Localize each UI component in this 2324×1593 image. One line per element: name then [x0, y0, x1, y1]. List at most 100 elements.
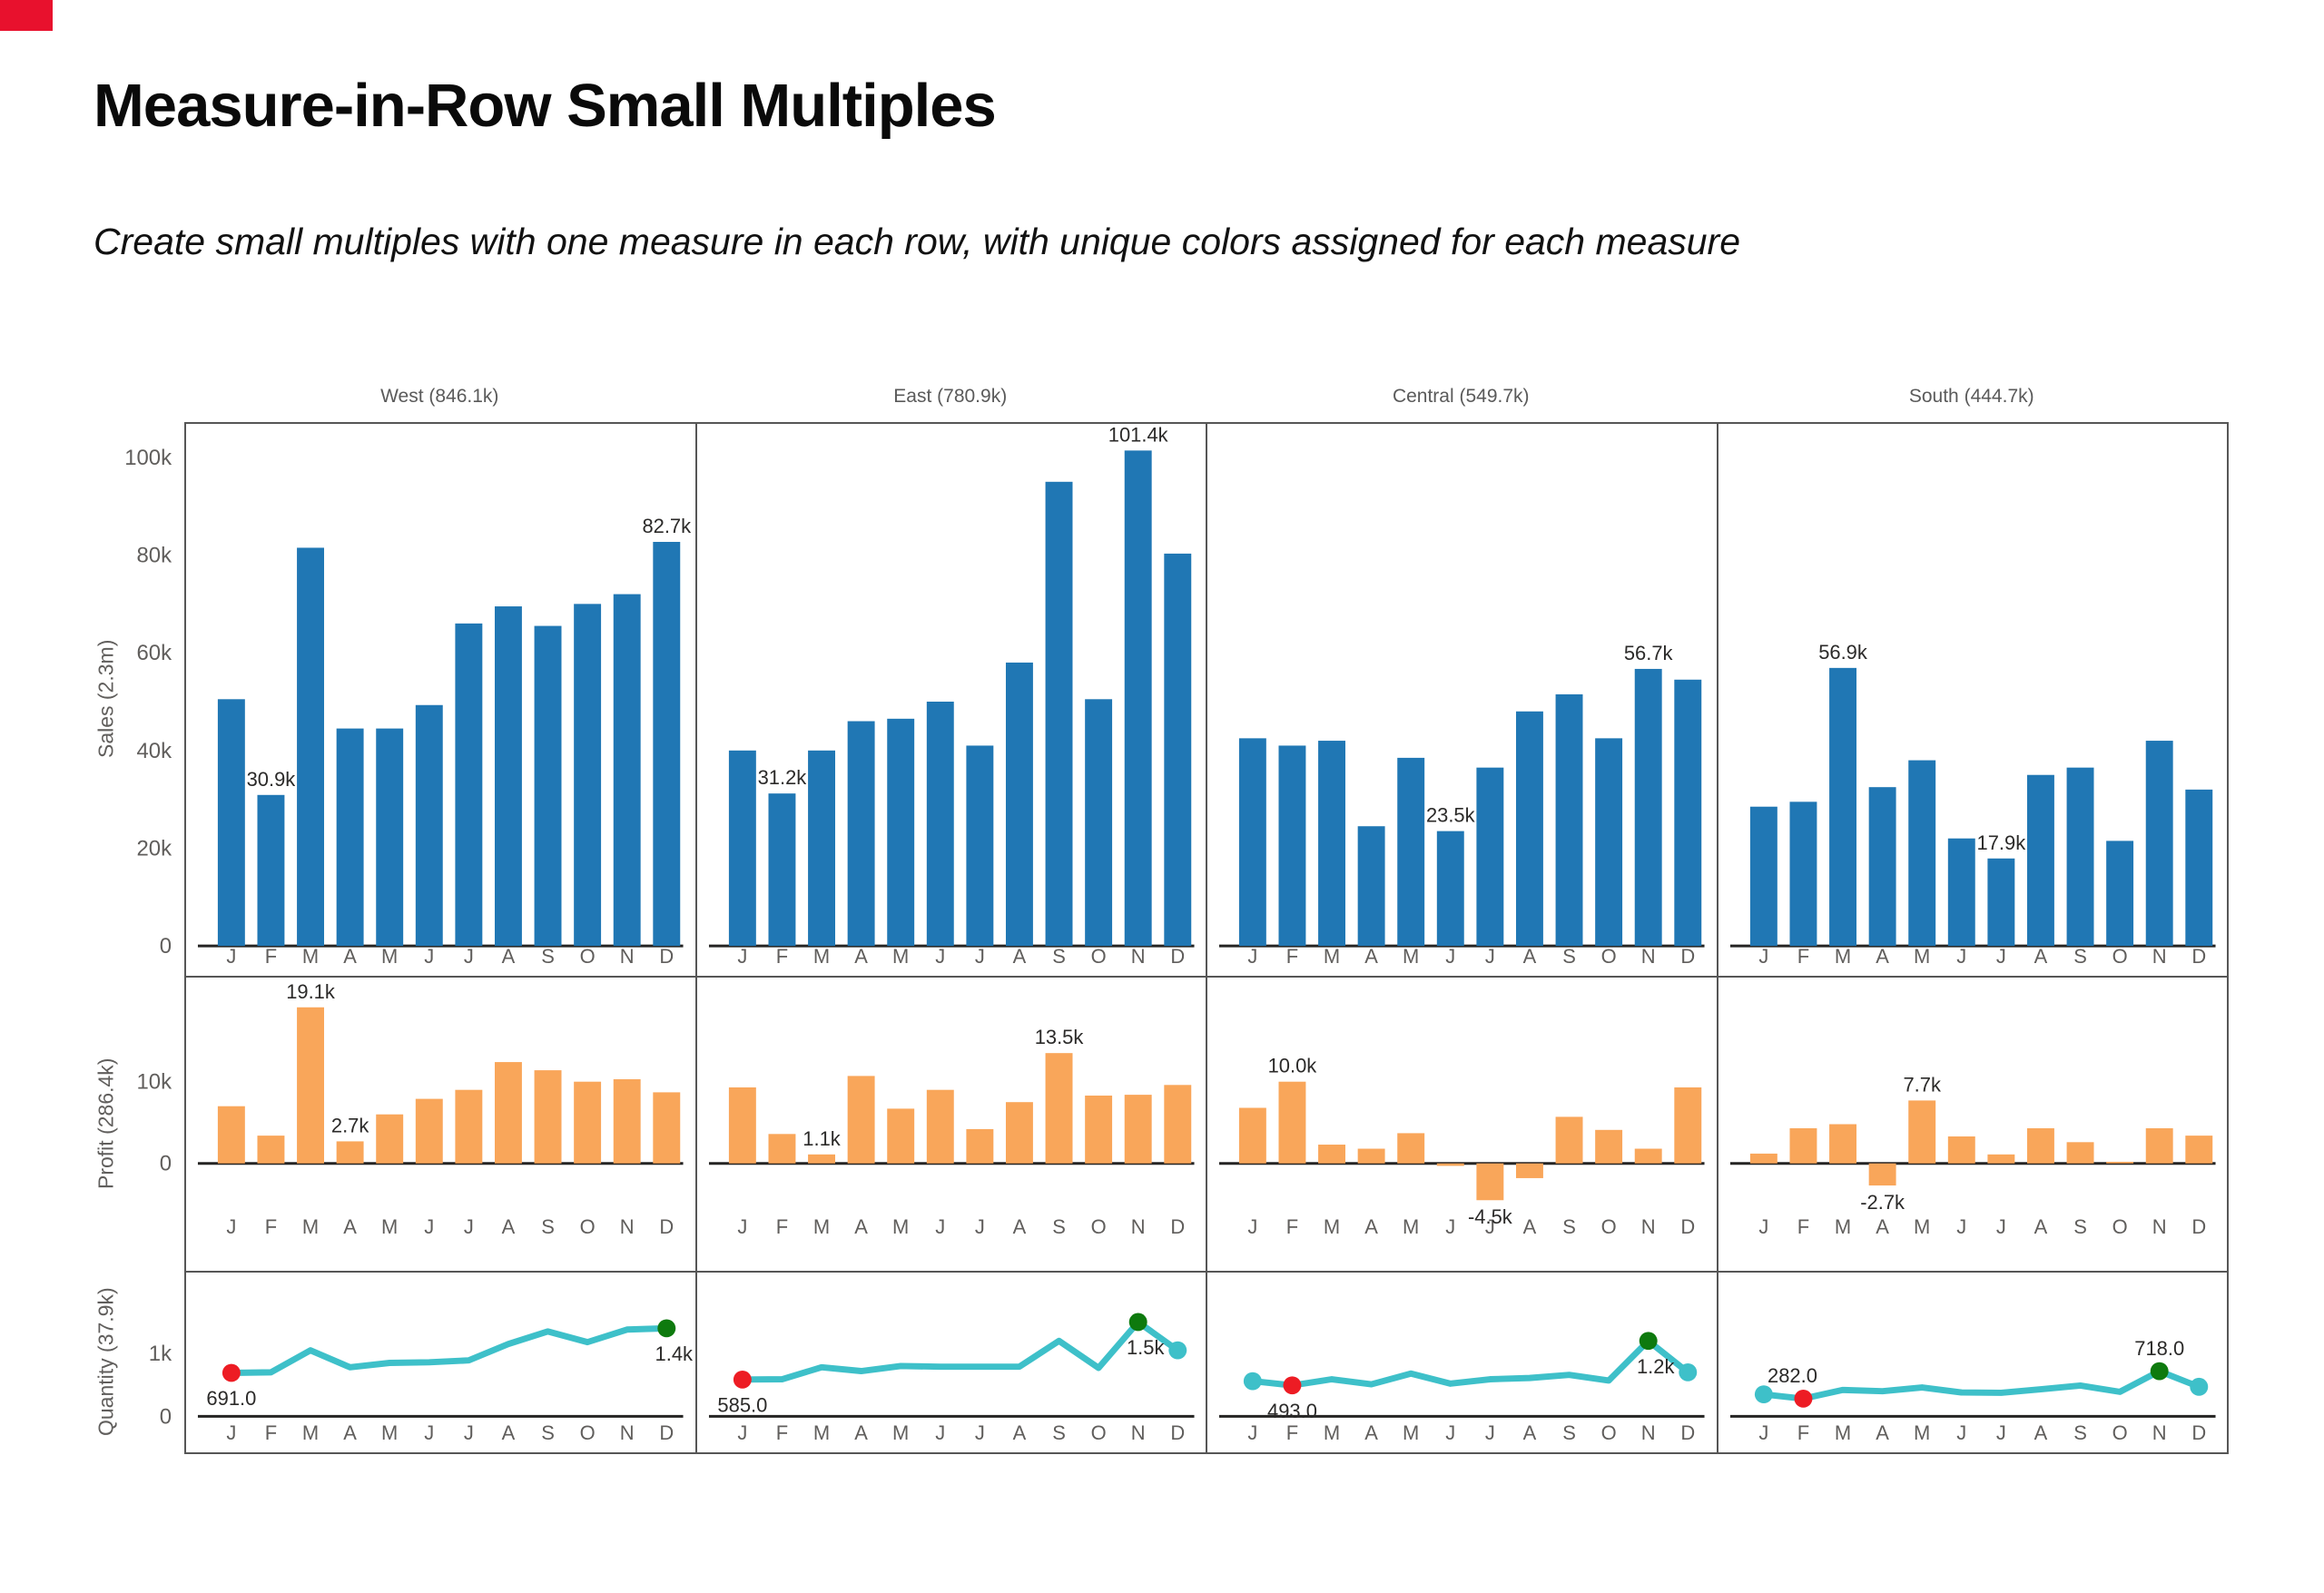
svg-text:J: J — [226, 945, 236, 968]
svg-text:S: S — [541, 1421, 555, 1444]
panel-quantity-east: J F M A M J J A S O N D 585.0 1.5k — [696, 1273, 1207, 1454]
svg-text:O: O — [2112, 1215, 2127, 1238]
svg-text:D: D — [1680, 1215, 1695, 1238]
svg-text:J: J — [424, 1421, 434, 1444]
svg-text:A: A — [1012, 1421, 1026, 1444]
svg-text:A: A — [2034, 1421, 2047, 1444]
svg-text:J: J — [1445, 1215, 1455, 1238]
svg-text:-2.7k: -2.7k — [1860, 1191, 1905, 1214]
svg-text:J: J — [974, 945, 984, 968]
svg-text:A: A — [854, 1421, 868, 1444]
svg-text:J: J — [1995, 945, 2005, 968]
column-header-central: Central (549.7k) — [1392, 386, 1530, 407]
svg-text:F: F — [265, 945, 277, 968]
column-header-south: South (444.7k) — [1908, 386, 2034, 407]
row-label-sales: Sales (2.3m) — [94, 639, 118, 759]
svg-text:F: F — [265, 1421, 277, 1444]
svg-text:J: J — [464, 1215, 474, 1238]
svg-text:A: A — [1012, 945, 1026, 968]
svg-text:F: F — [775, 1215, 787, 1238]
svg-text:J: J — [1485, 945, 1495, 968]
svg-text:S: S — [1562, 1215, 1576, 1238]
svg-text:N: N — [1130, 1215, 1145, 1238]
svg-text:A: A — [343, 1215, 357, 1238]
svg-text:J: J — [1445, 1421, 1455, 1444]
svg-text:M: M — [892, 1421, 909, 1444]
svg-text:J: J — [935, 1215, 945, 1238]
svg-text:N: N — [1130, 945, 1145, 968]
svg-text:0: 0 — [160, 1152, 172, 1176]
svg-text:J: J — [464, 945, 474, 968]
svg-text:N: N — [2152, 945, 2166, 968]
svg-text:N: N — [620, 945, 635, 968]
column-header-east: East (780.9k) — [893, 386, 1008, 407]
svg-text:A: A — [1876, 1215, 1889, 1238]
svg-text:N: N — [620, 1215, 635, 1238]
panel-quantity-central: J F M A M J J A S O N D 493.0 1.2k — [1207, 1273, 1718, 1454]
svg-text:J: J — [1247, 945, 1257, 968]
svg-text:M: M — [1324, 945, 1340, 968]
svg-text:M: M — [1834, 1215, 1850, 1238]
row-label-profit: Profit (286.4k) — [94, 1057, 118, 1189]
svg-text:O: O — [1090, 1215, 1106, 1238]
svg-text:M: M — [812, 1421, 829, 1444]
svg-text:60k: 60k — [136, 641, 172, 665]
svg-text:S: S — [2073, 1215, 2087, 1238]
svg-text:N: N — [2152, 1215, 2166, 1238]
svg-text:N: N — [2152, 1421, 2166, 1444]
svg-text:23.5k: 23.5k — [1426, 804, 1475, 827]
page-title: Measure-in-Row Small Multiples — [94, 72, 997, 140]
panel-profit-south: J F M A M J J A S O N D 7.7k -2.7k — [1718, 978, 2229, 1273]
svg-text:A: A — [1364, 1421, 1378, 1444]
panel-quantity-south: J F M A M J J A S O N D 282.0 718.0 — [1718, 1273, 2229, 1454]
svg-text:40k: 40k — [136, 739, 172, 763]
svg-text:56.9k: 56.9k — [1818, 641, 1867, 664]
svg-text:J: J — [1956, 1421, 1966, 1444]
svg-text:F: F — [1797, 1421, 1808, 1444]
svg-text:80k: 80k — [136, 544, 172, 568]
svg-text:S: S — [541, 945, 555, 968]
svg-text:J: J — [424, 945, 434, 968]
svg-text:D: D — [659, 1421, 674, 1444]
svg-text:J: J — [1956, 1215, 1966, 1238]
svg-text:0: 0 — [160, 1404, 172, 1429]
svg-text:J: J — [1956, 945, 1966, 968]
panel-sales-east: J F M A M J J A S O N D 31.2k 101.4k — [696, 423, 1207, 978]
svg-text:N: N — [1641, 1215, 1656, 1238]
svg-text:A: A — [502, 1215, 516, 1238]
svg-text:493.0: 493.0 — [1267, 1400, 1317, 1422]
svg-text:J: J — [226, 1421, 236, 1444]
svg-text:J: J — [935, 1421, 945, 1444]
svg-text:J: J — [1485, 1215, 1495, 1238]
svg-text:M: M — [381, 945, 398, 968]
svg-text:J: J — [424, 1215, 434, 1238]
svg-text:S: S — [1052, 945, 1066, 968]
svg-text:M: M — [1324, 1215, 1340, 1238]
svg-text:M: M — [1324, 1421, 1340, 1444]
svg-text:F: F — [775, 945, 787, 968]
svg-text:O: O — [1601, 945, 1617, 968]
small-multiples-grid: 0 20k 40k 60k 80k 100k J F M A M J J A S O N D 30.9k 82.7k … — [124, 422, 2229, 1454]
panel-profit-east: J F M A M J J A S O N D 1.1k 13.5k — [696, 978, 1207, 1273]
svg-text:J: J — [226, 1215, 236, 1238]
svg-text:101.4k: 101.4k — [1108, 423, 1167, 446]
svg-text:A: A — [1523, 1421, 1537, 1444]
panel-sales-west: 0 20k 40k 60k 80k 100k J F M A M J J A S O N D 30.9k 82.7k — [124, 424, 697, 978]
svg-text:F: F — [1286, 1421, 1298, 1444]
svg-text:718.0: 718.0 — [2134, 1337, 2184, 1360]
svg-text:D: D — [1680, 1421, 1695, 1444]
svg-text:31.2k: 31.2k — [757, 766, 806, 789]
svg-text:F: F — [775, 1421, 787, 1444]
svg-text:1.4k: 1.4k — [655, 1342, 694, 1365]
svg-text:A: A — [2034, 1215, 2047, 1238]
svg-text:13.5k: 13.5k — [1034, 1026, 1083, 1048]
svg-text:A: A — [854, 1215, 868, 1238]
row-label-quantity: Quantity (37.9k) — [94, 1287, 118, 1436]
svg-text:M: M — [302, 1215, 319, 1238]
svg-text:7.7k: 7.7k — [1903, 1073, 1941, 1096]
svg-text:J: J — [737, 1421, 747, 1444]
svg-text:N: N — [620, 1421, 635, 1444]
svg-text:J: J — [1995, 1421, 2005, 1444]
svg-text:A: A — [1876, 1421, 1889, 1444]
